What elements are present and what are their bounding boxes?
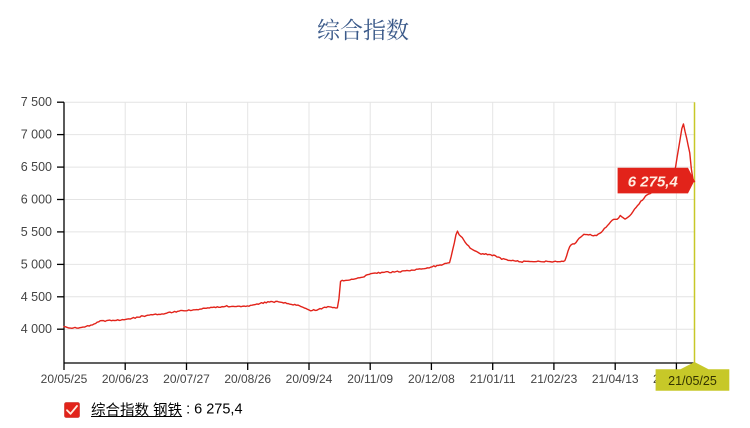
svg-text:20/07/27: 20/07/27 xyxy=(163,372,210,386)
svg-text:20/08/26: 20/08/26 xyxy=(224,372,271,386)
svg-text:6 500: 6 500 xyxy=(21,160,52,174)
svg-text:20/11/09: 20/11/09 xyxy=(347,372,393,386)
svg-text:6 000: 6 000 xyxy=(21,193,52,207)
svg-text:21/05/25: 21/05/25 xyxy=(668,374,717,388)
svg-text:5 500: 5 500 xyxy=(21,225,52,239)
svg-text:21/02/23: 21/02/23 xyxy=(531,372,578,386)
svg-text:20/09/24: 20/09/24 xyxy=(286,372,333,386)
svg-text:21/04/13: 21/04/13 xyxy=(592,372,639,386)
svg-text:7 500: 7 500 xyxy=(21,95,52,109)
svg-text:4 500: 4 500 xyxy=(21,290,52,304)
svg-text:4 000: 4 000 xyxy=(21,322,52,336)
svg-text:20/05/25: 20/05/25 xyxy=(41,372,88,386)
svg-text:6 275,4: 6 275,4 xyxy=(628,174,679,191)
svg-text:20/12/08: 20/12/08 xyxy=(408,372,455,386)
svg-text:21/01/11: 21/01/11 xyxy=(470,372,516,386)
svg-text:7 000: 7 000 xyxy=(21,128,52,142)
svg-text:5 000: 5 000 xyxy=(21,257,52,271)
svg-text:20/06/23: 20/06/23 xyxy=(102,372,149,386)
